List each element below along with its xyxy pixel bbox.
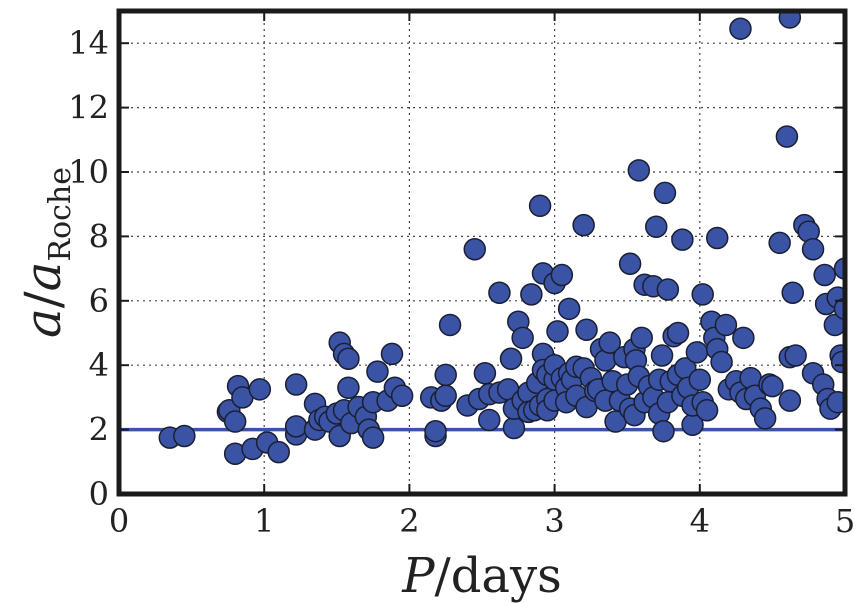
data-point: [833, 297, 845, 321]
data-point: [813, 263, 836, 287]
data-point: [550, 263, 574, 287]
x-tick-label: 2: [399, 502, 419, 540]
data-point: [557, 297, 581, 321]
data-point: [630, 326, 653, 350]
data-point: [337, 376, 360, 399]
data-point: [710, 350, 733, 374]
data-point: [778, 11, 802, 29]
data-point: [502, 416, 526, 440]
data-point: [618, 252, 642, 276]
data-point: [650, 344, 674, 367]
y-axis-label-sub: Roche: [43, 167, 78, 262]
data-point: [761, 374, 784, 398]
data-point: [424, 419, 447, 443]
data-point: [463, 238, 486, 261]
data-point: [390, 384, 414, 408]
y-tick-label: 14: [68, 24, 109, 62]
x-axis-label-unit: /days: [435, 548, 562, 603]
y-tick-label: 8: [89, 217, 109, 255]
data-point: [688, 368, 712, 391]
data-point: [830, 350, 845, 374]
data-point: [644, 215, 668, 238]
data-point: [366, 360, 389, 383]
data-point: [267, 440, 290, 464]
x-tick-label: 5: [835, 502, 854, 540]
data-point: [488, 281, 511, 304]
data-point: [753, 407, 777, 430]
data-point: [732, 326, 755, 350]
data-point: [833, 257, 845, 280]
data-point: [284, 373, 308, 396]
data-point: [656, 278, 680, 301]
data-point: [478, 408, 501, 432]
data-point: [598, 331, 622, 354]
data-point: [714, 313, 738, 337]
data-point: [729, 17, 752, 40]
data-point: [778, 389, 802, 412]
data-point: [380, 342, 404, 366]
y-tick-label: 0: [89, 475, 109, 513]
data-point: [546, 320, 569, 343]
y-tick-label: 6: [89, 282, 109, 320]
data-point: [826, 390, 845, 414]
y-tick-label: 2: [89, 411, 109, 449]
data-point: [572, 213, 595, 237]
data-point: [499, 347, 523, 371]
y-tick-label: 10: [68, 153, 109, 191]
y-axis-label-main: a: [14, 308, 72, 338]
x-tick-label: 1: [254, 502, 274, 540]
data-point: [653, 181, 677, 205]
plot-frame: [116, 8, 848, 497]
data-point: [691, 283, 714, 306]
data-point: [768, 231, 791, 255]
x-tick-label: 0: [109, 502, 129, 540]
y-tick-label: 12: [68, 89, 109, 127]
data-points: [158, 11, 845, 465]
data-point: [248, 378, 272, 401]
data-point: [775, 125, 799, 148]
data-point: [652, 419, 675, 443]
data-point: [784, 344, 807, 367]
data-point: [528, 194, 552, 218]
data-point: [284, 415, 308, 438]
y-axis-label-slash: /: [14, 291, 72, 308]
data-point: [434, 363, 457, 387]
data-point: [337, 347, 360, 371]
data-point: [705, 226, 729, 250]
data-point: [781, 281, 804, 304]
data-point: [361, 426, 385, 449]
data-point: [520, 283, 543, 306]
y-axis-label: a/aRoche: [14, 167, 78, 338]
data-point: [438, 313, 462, 337]
x-tick-label: 4: [690, 502, 710, 540]
data-point: [823, 313, 845, 337]
data-point: [801, 238, 825, 261]
data-point: [473, 362, 497, 385]
data-point: [173, 424, 196, 448]
x-tick-label: 3: [544, 502, 564, 540]
y-tick-label: 4: [89, 346, 109, 384]
x-axis-label: P/days: [401, 548, 562, 603]
data-point: [666, 321, 690, 345]
data-point: [511, 326, 534, 350]
data-point: [223, 410, 247, 433]
data-point: [671, 228, 694, 251]
data-point: [695, 399, 719, 422]
data-point: [434, 384, 457, 408]
y-axis-label-base: a: [14, 262, 72, 292]
data-point: [627, 159, 651, 182]
data-point: [685, 341, 709, 364]
data-point: [575, 318, 598, 342]
x-axis-label-main: P: [401, 548, 435, 603]
